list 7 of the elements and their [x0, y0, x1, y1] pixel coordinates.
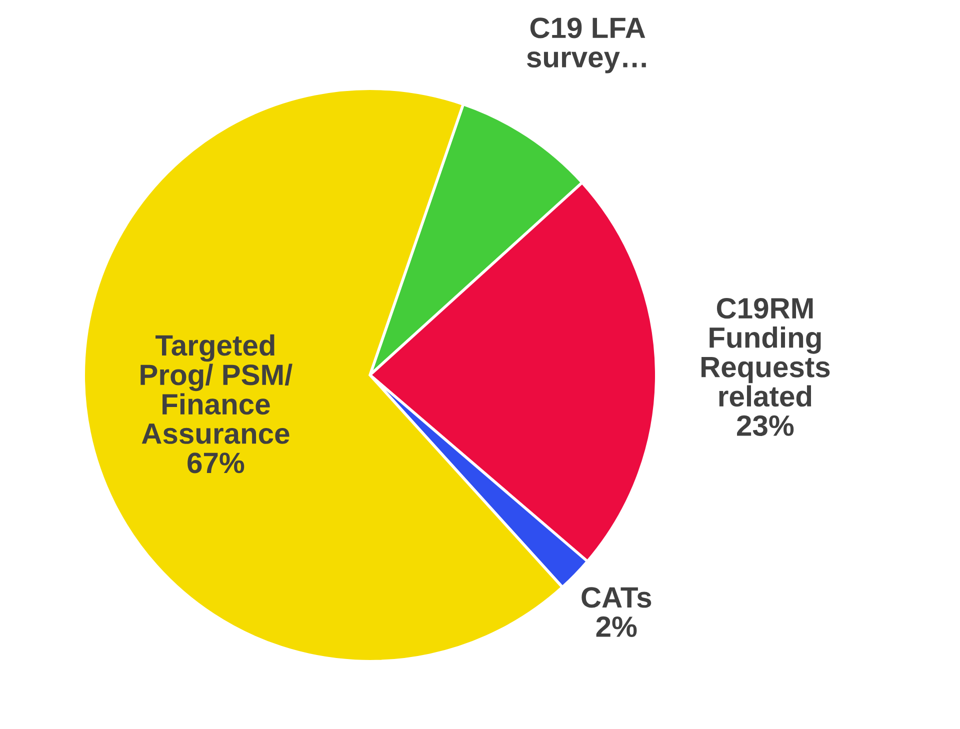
slice-label: CATs [582, 587, 652, 608]
slice-label: C19 LFA survey… [526, 18, 646, 74]
data-label: 2% [596, 616, 637, 638]
data-label: 67% [188, 452, 244, 474]
slice-label: Targeted Prog/ PSM/ Finance Assurance [140, 334, 292, 444]
slice-label: C19RM Funding Requests related [702, 298, 830, 407]
data-label: 23% [737, 415, 794, 436]
